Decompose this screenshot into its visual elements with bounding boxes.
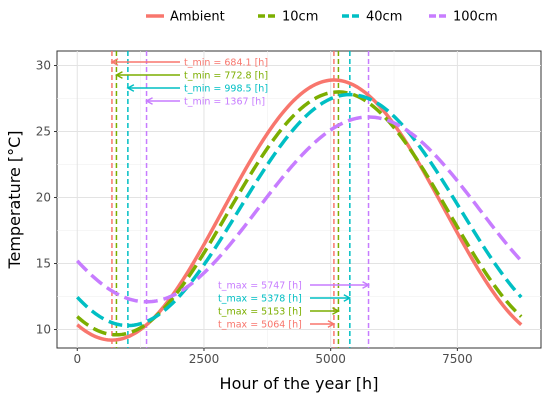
tmin-arrow-head [114,71,123,79]
tmax-arrow-head [343,294,352,302]
tmin-label: t_min = 998.5 [h] [184,84,268,95]
tmax-label: t_max = 5747 [h] [218,281,302,292]
tmin-arrow-head [110,58,119,66]
y-tick-label: 30 [36,59,51,73]
tmax-label: t_max = 5153 [h] [218,307,302,318]
tmin-arrow-head [145,97,153,105]
x-tick-label: 2500 [189,352,220,366]
tmin-label: t_min = 772.8 [h] [184,71,268,82]
tmax-arrow-head [362,281,371,289]
tmax-arrow-head [327,320,336,328]
annotations: t_min = 684.1 [h] t_min = 772.8 [h] t_min … [110,58,371,331]
y-tick-label: 25 [36,125,51,139]
panel-border [56,50,542,349]
y-tick-label: 10 [36,323,51,337]
x-tick-label: 0 [73,352,81,366]
legend: Ambient 10cm 40cm 100cm [146,10,498,25]
legend-label-10cm: 10cm [282,10,318,25]
tmin-label: t_min = 684.1 [h] [184,58,268,69]
x-tick-label: 5000 [315,352,346,366]
legend-label-ambient: Ambient [170,10,225,25]
grid [57,51,541,348]
legend-label-100cm: 100cm [453,10,498,25]
y-tick-label: 20 [36,191,51,205]
axes: 0 2500 5000 7500 10 15 20 25 30 [36,59,473,366]
y-axis-title: Temperature [°C] [5,130,24,269]
tmax-arrow-head [332,307,340,315]
tmin-arrow-head [126,84,135,92]
marker-lines [111,51,370,348]
series-lines [75,78,523,342]
legend-label-40cm: 40cm [366,10,402,25]
y-tick-label: 15 [36,257,51,271]
tmin-label: t_min = 1367 [h] [184,97,265,108]
tmax-label: t_max = 5064 [h] [218,320,302,331]
series-line-40cm [76,92,523,328]
series-line-100cm [75,115,523,304]
x-tick-label: 7500 [442,352,473,366]
tmax-label: t_max = 5378 [h] [218,294,302,305]
plot-panel [56,50,542,349]
x-axis-title: Hour of the year [h] [220,374,379,393]
